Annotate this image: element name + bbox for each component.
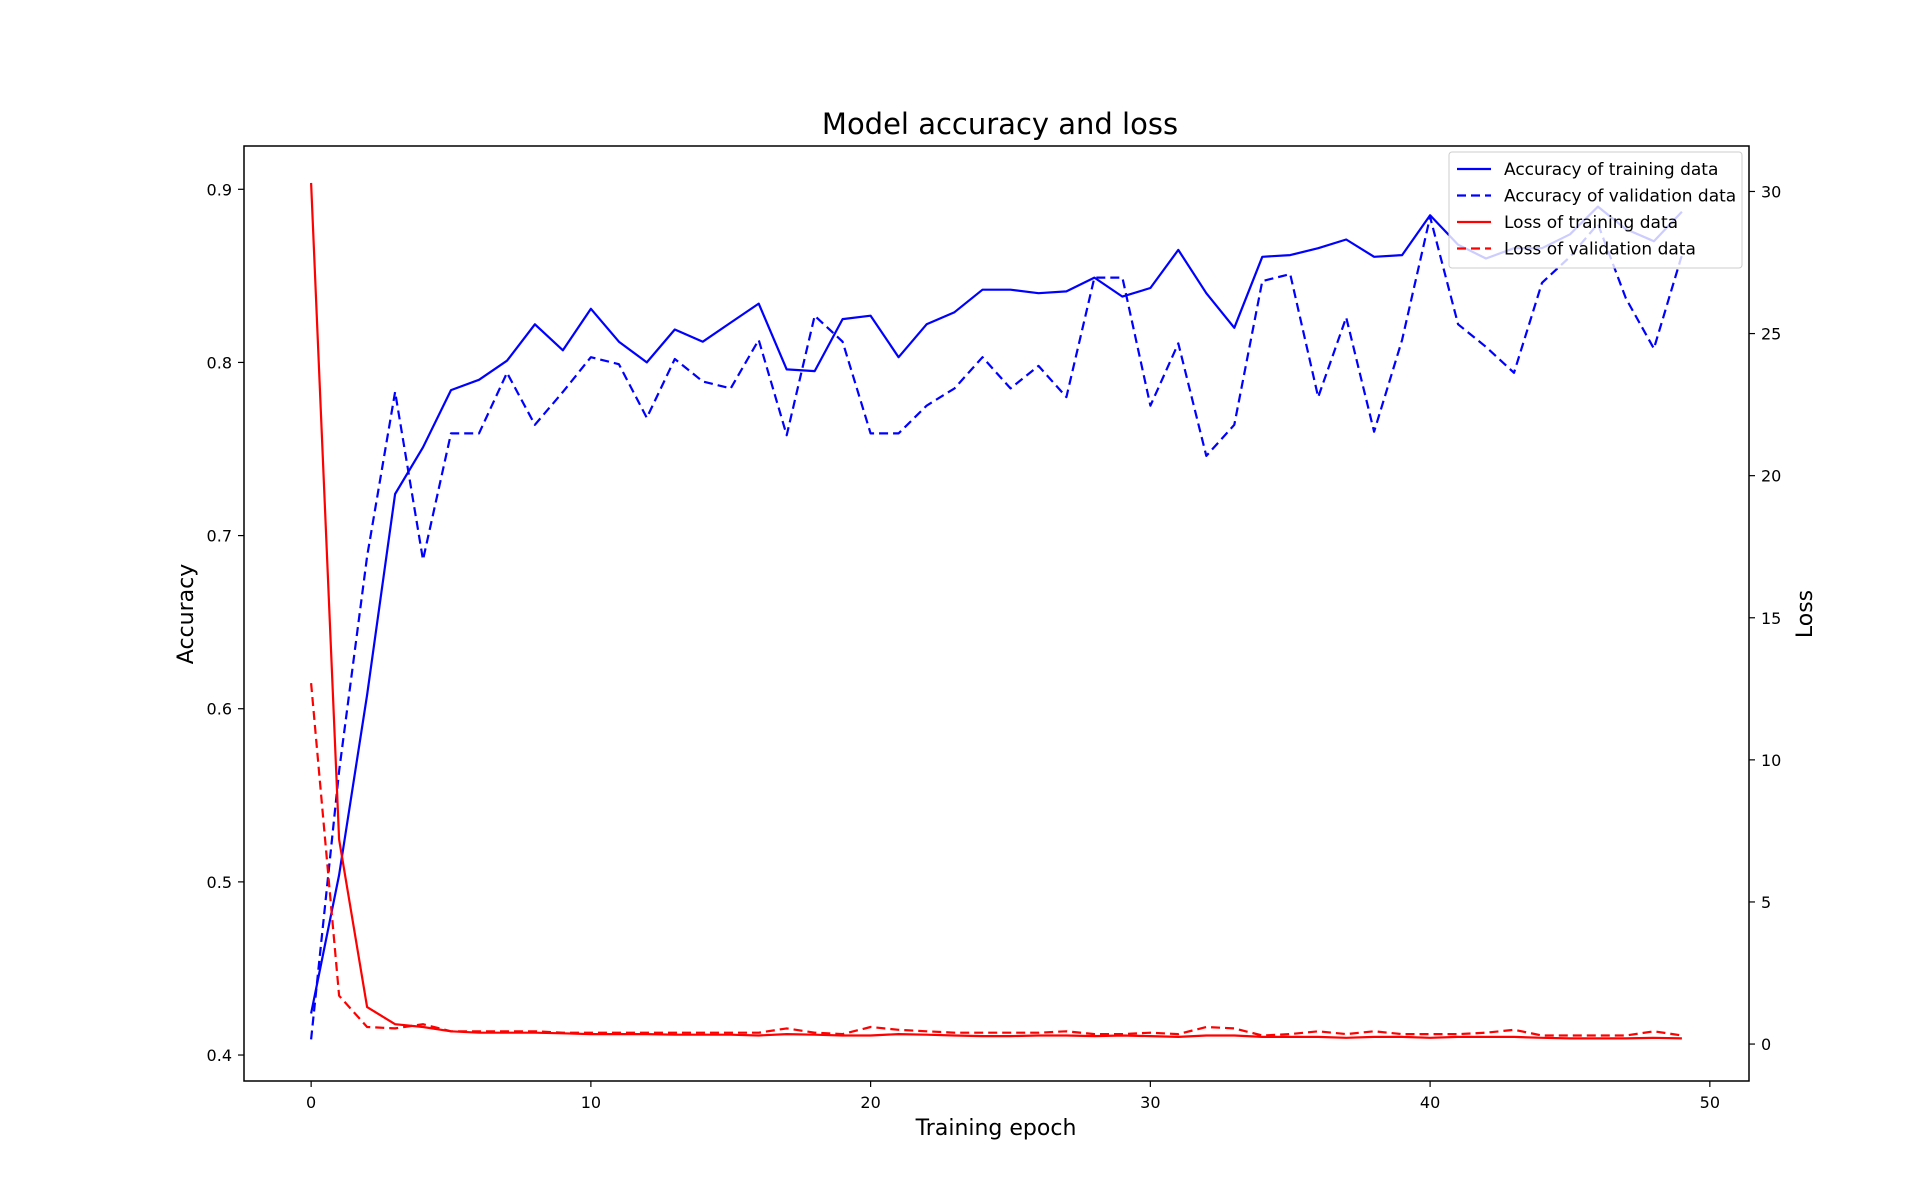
y-left-tick-label: 0.5 (207, 873, 232, 892)
y-left-tick-label: 0.6 (207, 700, 232, 719)
chart-title: Model accuracy and loss (822, 107, 1178, 141)
x-axis-ticks: 0 10 20 30 40 50 (306, 1081, 1720, 1112)
y-right-tick-label: 25 (1761, 325, 1781, 344)
y-left-tick-label: 0.8 (207, 353, 232, 372)
y-right-axis-label: Loss (1793, 590, 1818, 638)
x-tick-label: 10 (581, 1093, 601, 1112)
series-line-3 (310, 182, 1682, 1040)
x-tick-label: 0 (306, 1093, 316, 1112)
legend-label: Accuracy of training data (1504, 160, 1718, 180)
x-axis-label: Training epoch (915, 1116, 1077, 1141)
y-right-tick-label: 20 (1761, 467, 1781, 486)
plot-frame (243, 145, 1750, 1082)
y-right-axis-ticks: 0 5 10 15 20 25 30 (1749, 182, 1781, 1054)
series-line-1 (310, 205, 1683, 1014)
legend-label: Loss of training data (1504, 213, 1678, 233)
y-right-tick-label: 0 (1761, 1035, 1771, 1054)
x-tick-label: 40 (1420, 1093, 1440, 1112)
x-tick-label: 20 (860, 1093, 880, 1112)
series-line-4 (310, 683, 1683, 1037)
x-tick-label: 30 (1140, 1093, 1160, 1112)
y-left-axis-ticks: 0.4 0.5 0.6 0.7 0.8 0.9 (207, 180, 244, 1065)
y-left-tick-label: 0.4 (207, 1046, 232, 1065)
y-left-axis-label: Accuracy (174, 564, 199, 664)
legend-label: Accuracy of validation data (1504, 187, 1736, 207)
series-line-2 (310, 215, 1683, 1040)
legend: Accuracy of training data Accuracy of val… (1448, 151, 1743, 269)
x-tick-label: 50 (1700, 1093, 1720, 1112)
y-left-tick-label: 0.9 (207, 180, 232, 199)
y-right-tick-label: 15 (1761, 609, 1781, 628)
series-layer (310, 182, 1683, 1040)
y-right-tick-label: 10 (1761, 751, 1781, 770)
y-right-tick-label: 5 (1761, 893, 1771, 912)
legend-label: Loss of validation data (1504, 240, 1696, 260)
y-right-tick-label: 30 (1761, 182, 1781, 201)
legend-box (1448, 151, 1743, 269)
y-left-tick-label: 0.7 (207, 527, 232, 546)
